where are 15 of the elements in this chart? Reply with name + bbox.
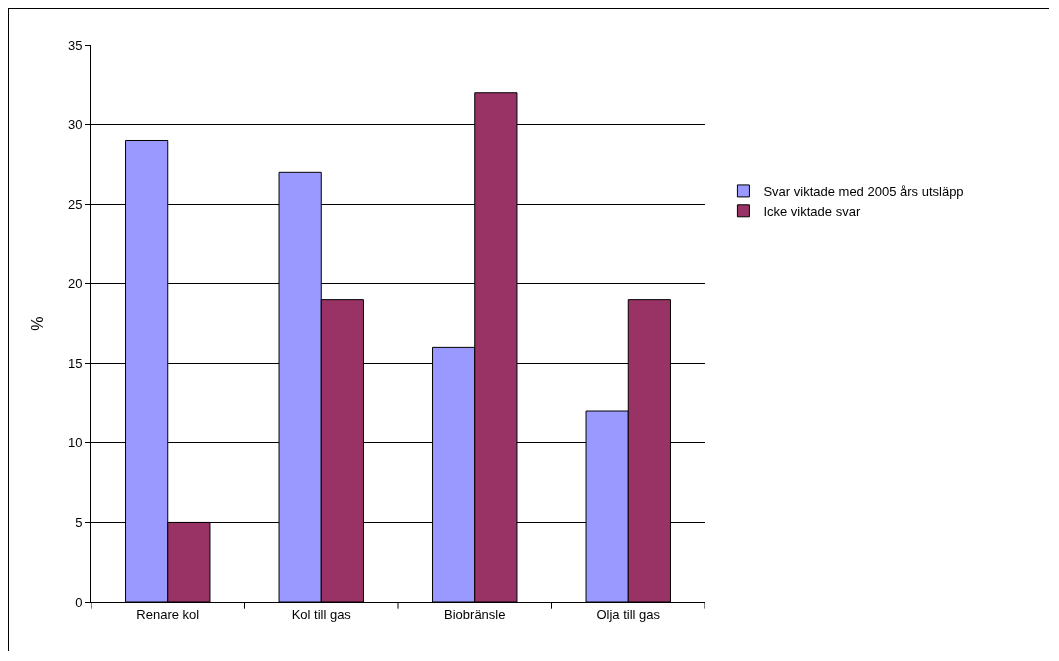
- x-tick-label: Olja till gas: [596, 606, 661, 622]
- y-tick-label: 20: [67, 276, 83, 292]
- legend-label: Svar viktade med 2005 års utsläpp: [763, 183, 964, 199]
- y-tick-label: 10: [67, 435, 83, 451]
- x-tick-label: Kol till gas: [291, 606, 352, 622]
- legend-label: Icke viktade svar: [763, 203, 861, 219]
- y-tick-label: 15: [67, 355, 83, 371]
- x-tick-label: Renare kol: [136, 606, 200, 622]
- y-tick-label: 0: [75, 594, 83, 610]
- y-axis-title: %: [28, 316, 46, 331]
- y-tick-label: 35: [67, 37, 83, 53]
- x-tick-label: Biobränsle: [444, 606, 506, 622]
- y-tick-label: 30: [67, 117, 83, 133]
- y-tick-label: 5: [75, 514, 83, 530]
- y-tick-label: 25: [67, 196, 83, 212]
